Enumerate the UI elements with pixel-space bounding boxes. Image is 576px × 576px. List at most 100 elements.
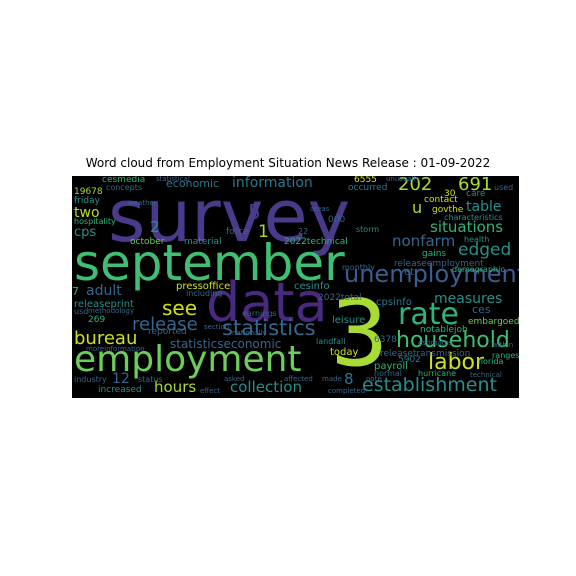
- word-estimates: estimates: [418, 339, 453, 347]
- word-5: 5: [248, 200, 261, 224]
- word-within: within: [492, 341, 514, 349]
- word-statistical: statistical: [156, 176, 190, 183]
- word-september: september: [74, 234, 345, 292]
- word-pressoffice: pressoffice: [176, 281, 231, 292]
- word-cps: cps: [74, 225, 97, 240]
- word-releaseprint: releaseprint: [74, 299, 134, 310]
- word-monthly: monthly: [342, 263, 375, 272]
- word-methodology: methodology: [88, 307, 135, 315]
- word-8: 8: [344, 370, 354, 388]
- word-cloud: survey september data 3 employment unemp…: [72, 176, 519, 398]
- word-notablejob: notablejob: [420, 325, 468, 335]
- word-october: october: [130, 237, 165, 247]
- word-table: table: [466, 199, 502, 215]
- word-hurricane: hurricane: [418, 369, 457, 378]
- word-two: two: [74, 205, 100, 221]
- word-concepts: concepts: [106, 183, 143, 192]
- word-et: et: [404, 267, 415, 278]
- word-note: note: [366, 375, 382, 383]
- word-health: health: [464, 235, 490, 244]
- word-made: made: [322, 375, 342, 383]
- word-affected: affected: [284, 375, 313, 383]
- word-survey: survey: [108, 176, 351, 258]
- word-demographic: demographic: [452, 265, 505, 274]
- word-7: 7: [72, 285, 79, 298]
- word-edged: edged: [458, 240, 512, 260]
- word-2022technical: 2022technical: [284, 237, 348, 247]
- word-information: information: [232, 176, 313, 191]
- word-effect: effect: [200, 387, 221, 395]
- word-releasetransmission: releasetransmission: [380, 349, 471, 359]
- word-moreinformation: moreinformation: [86, 345, 145, 353]
- word-florida: florida: [478, 357, 504, 366]
- word-adult: adult: [86, 283, 122, 299]
- word-collection: collection: [230, 378, 302, 396]
- word-landfall: landfall: [316, 337, 346, 346]
- word-statistics: statistics: [222, 316, 316, 340]
- word-6555: 6555: [354, 176, 377, 185]
- word-friday: friday: [74, 196, 100, 206]
- word-govthe: govthe: [432, 205, 464, 215]
- word-ces: ces: [472, 303, 491, 316]
- word-material: material: [184, 237, 222, 247]
- word-000: 000: [328, 215, 346, 225]
- word-u: u: [412, 198, 423, 217]
- word-asked: asked: [224, 375, 245, 383]
- word-hours: hours: [154, 378, 197, 396]
- word-industry: industry: [74, 375, 107, 384]
- word-691: 691: [458, 176, 493, 195]
- word-used: used: [494, 183, 514, 192]
- word-statisticseconomic: statisticseconomic: [170, 337, 282, 351]
- word-3: 3: [330, 280, 389, 387]
- word-1: 1: [258, 222, 269, 242]
- word-30: 30: [444, 189, 456, 199]
- word-weather: weather: [128, 199, 157, 207]
- word-section: section: [204, 323, 230, 331]
- word-rate: rate: [398, 297, 459, 332]
- word-releaseemployment: releaseemployment: [394, 259, 484, 269]
- word-leisure: leisure: [332, 315, 366, 326]
- word-2: 2: [150, 218, 160, 236]
- word-force: force: [226, 227, 249, 237]
- word-6378: 6378: [374, 335, 397, 345]
- word-cpsinfo: cpsinfo: [376, 297, 412, 308]
- word-status: status: [138, 375, 163, 384]
- word-reported: reported: [148, 327, 187, 337]
- word-areas: areas: [310, 205, 330, 213]
- word-employment: employment: [74, 339, 302, 380]
- word-n: 12: [112, 371, 130, 387]
- word-today: today: [330, 347, 359, 358]
- word-establishment: establishment: [362, 374, 497, 396]
- word-measures: measures: [434, 291, 503, 307]
- word-nationally: nationally: [232, 329, 267, 337]
- word-household: household: [396, 328, 510, 353]
- word-occurred: occurred: [348, 183, 388, 193]
- word-5902: 5902: [398, 355, 421, 365]
- word-situations: situations: [430, 218, 504, 236]
- word-202: 202: [398, 176, 433, 195]
- word-hospitality: hospitality: [74, 217, 116, 226]
- word-payroll: payroll: [374, 361, 408, 372]
- word-22: 22: [298, 227, 309, 236]
- word-increased: increased: [98, 385, 142, 395]
- word-cesinfo: cesinfo: [294, 281, 330, 292]
- word-normal: normal: [374, 369, 403, 378]
- word-gains: gains: [422, 249, 447, 259]
- word-unemployment: unemployment: [344, 260, 519, 288]
- figure-title: Word cloud from Employment Situation New…: [85, 156, 491, 170]
- word-including: including: [186, 289, 223, 298]
- word-unusually: unusually: [386, 176, 420, 183]
- word-2022total: 2022total: [318, 293, 362, 303]
- word-labor: labor: [428, 350, 485, 375]
- word-bureau: bureau: [74, 328, 138, 349]
- word-data: data: [206, 271, 328, 334]
- word-19678: 19678: [74, 187, 103, 197]
- word-269: 269: [88, 315, 106, 325]
- word-nonfarm: nonfarm: [392, 232, 456, 250]
- word-economic: economic: [166, 177, 220, 190]
- word-contact: contact: [424, 195, 458, 205]
- word-earnings: earnings: [242, 309, 277, 318]
- word-see: see: [162, 296, 198, 320]
- word-embargoed: embargoed: [468, 317, 519, 327]
- word-completed: completed: [328, 387, 366, 395]
